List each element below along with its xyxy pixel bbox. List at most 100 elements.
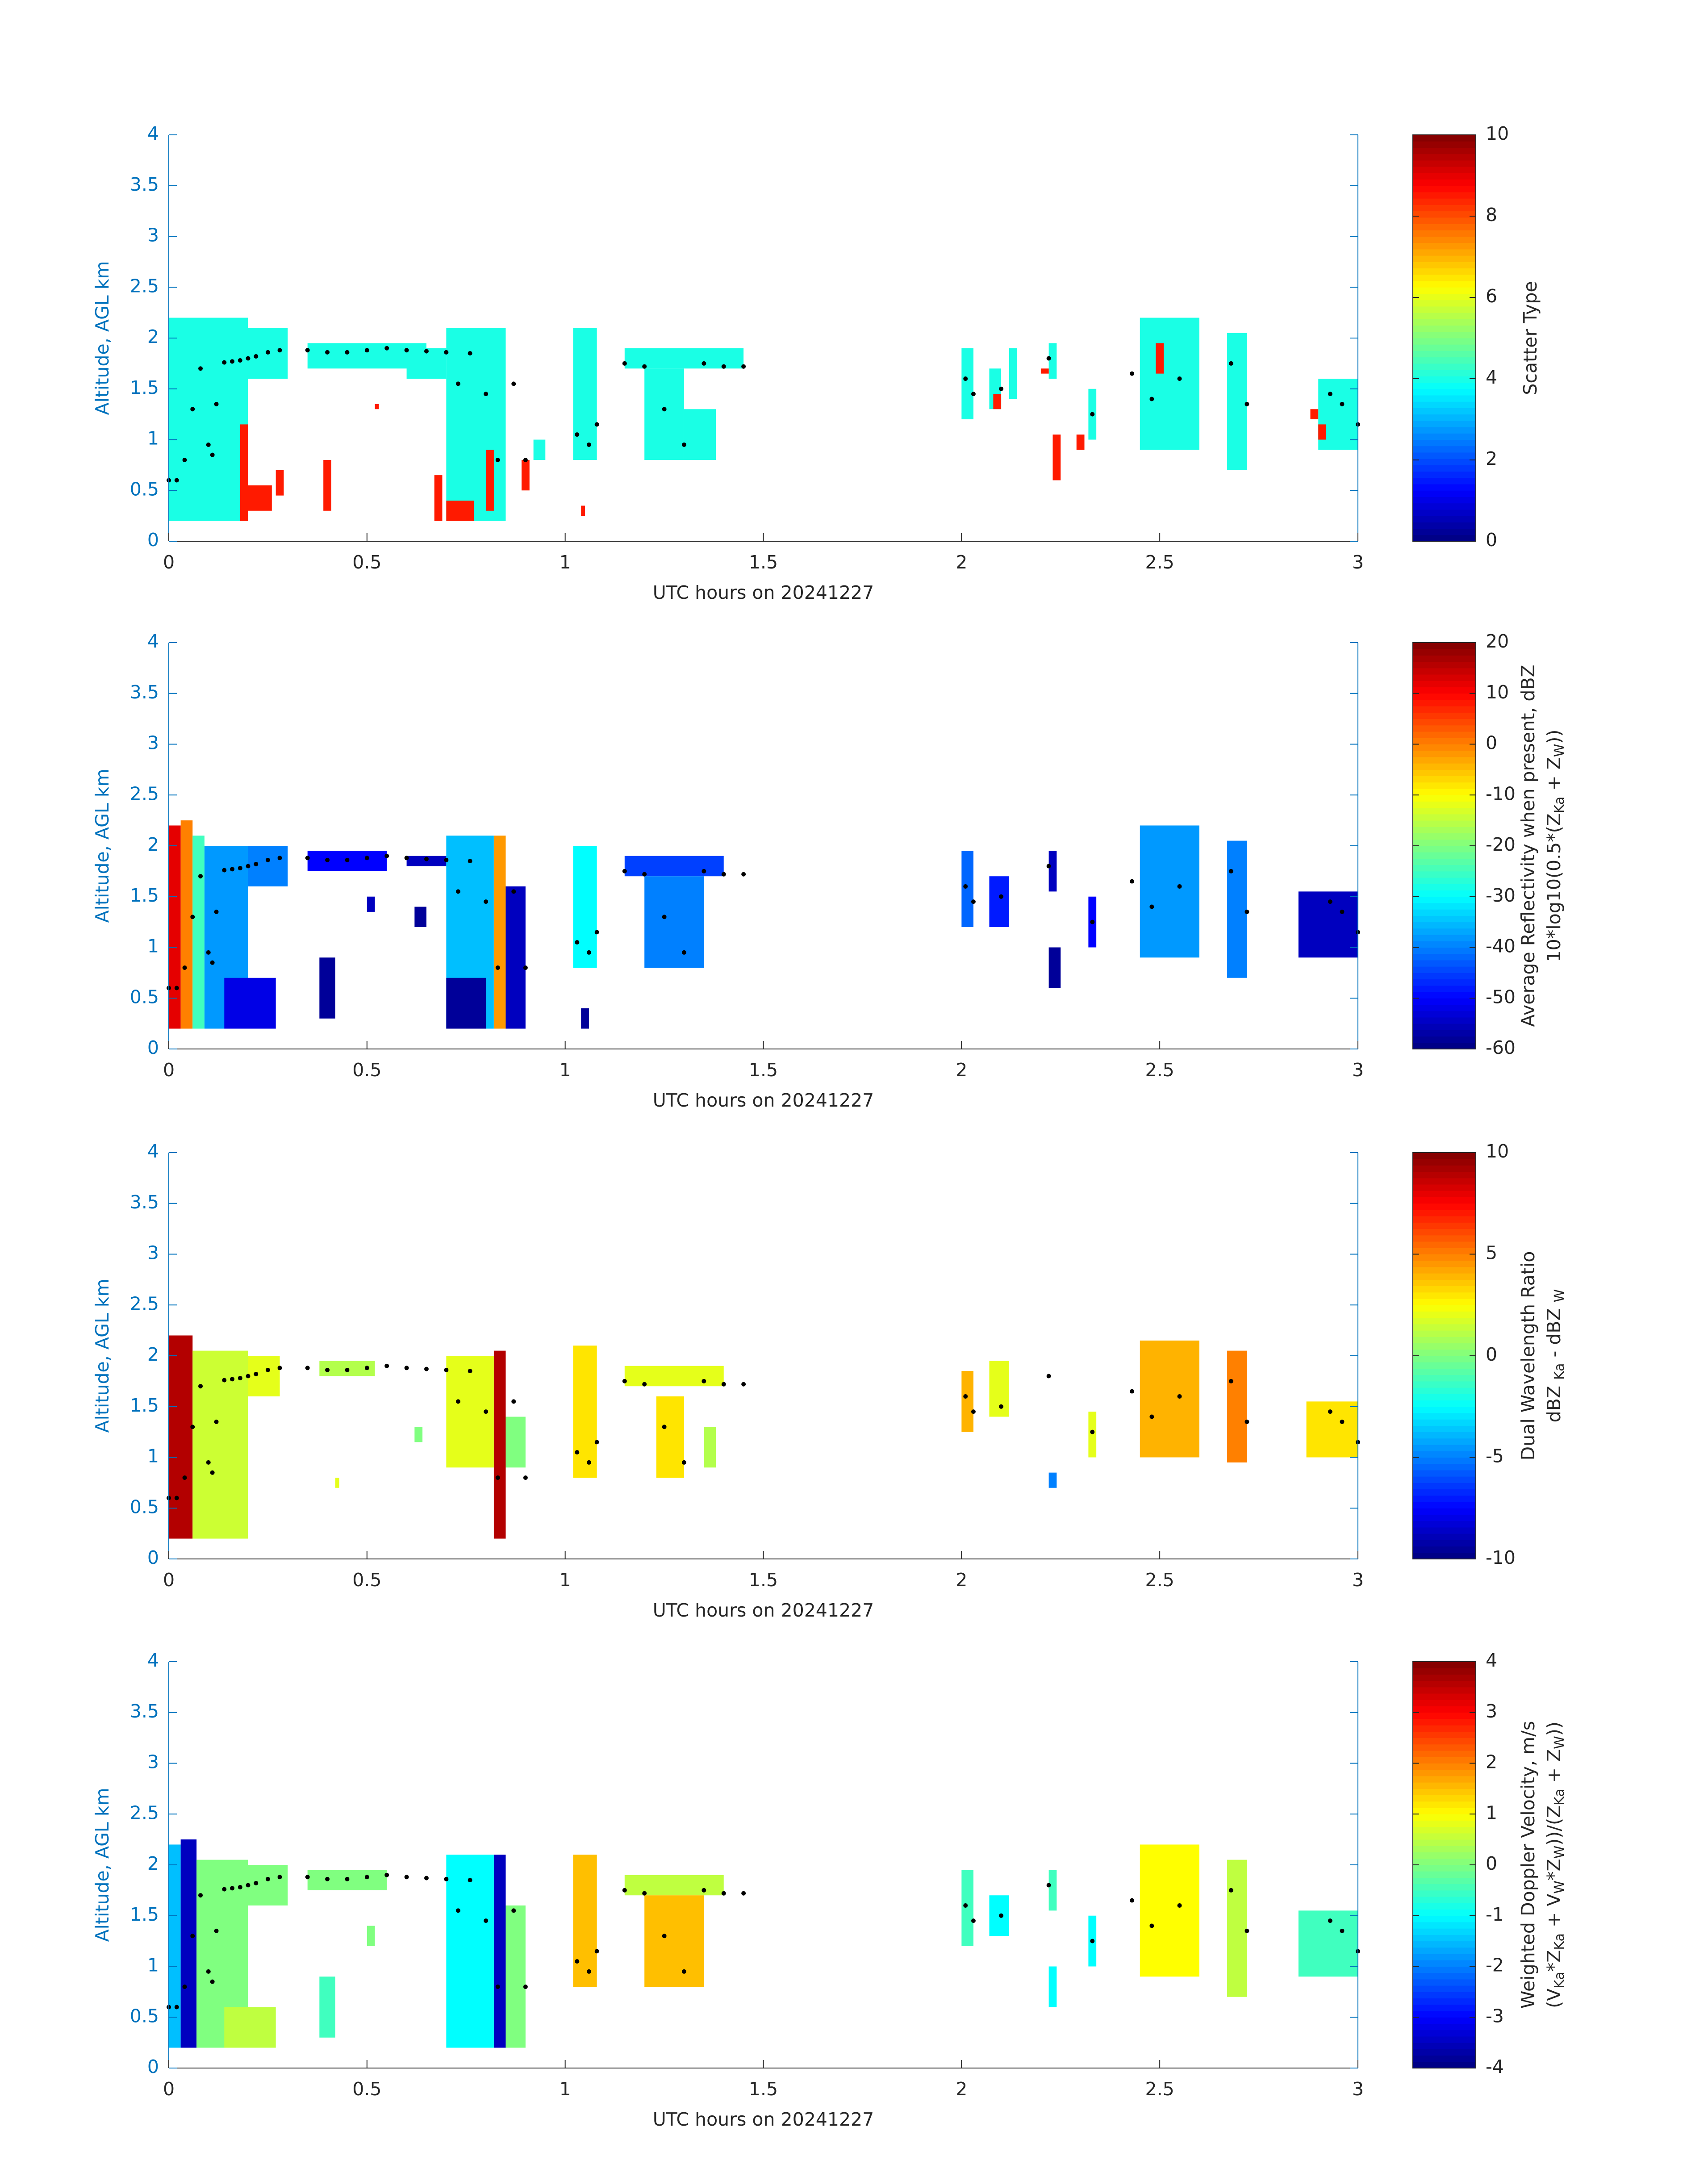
colorbar-swatch — [1413, 426, 1476, 434]
cloud-point — [1090, 919, 1095, 924]
colorbar-swatch — [1413, 1693, 1476, 1700]
y-axis-label: Altitude, AGL km — [92, 261, 113, 415]
cloud-point — [404, 1875, 409, 1880]
colorbar-swatch — [1413, 414, 1476, 421]
colorbar-swatch — [1413, 1667, 1476, 1675]
colorbar-swatch — [1413, 1991, 1476, 1999]
cloud-point — [622, 869, 627, 873]
colorbar-swatch — [1413, 1011, 1476, 1018]
colorbar-swatch — [1413, 1909, 1476, 1916]
cell — [624, 1875, 724, 1896]
colorbar-swatch — [1413, 1902, 1476, 1910]
cloud-point — [586, 950, 591, 955]
cloud-point — [971, 1918, 976, 1923]
cell — [1048, 1966, 1057, 2007]
cloud-point — [642, 1891, 647, 1896]
colorbar-swatch — [1413, 1343, 1476, 1350]
colorbar-swatch — [1413, 1776, 1476, 1783]
colorbar-swatch — [1413, 1184, 1476, 1191]
cloud-point — [325, 1876, 330, 1881]
cloud-point — [404, 348, 409, 353]
cell — [704, 1427, 716, 1468]
colorbar-label-sub: Ka — [1552, 1363, 1567, 1380]
colorbar-label-part: + V — [1543, 1894, 1565, 1933]
colorbar-swatch — [1413, 712, 1476, 719]
colorbar-swatch — [1413, 2023, 1476, 2031]
colorbar-label-part: - dBZ — [1543, 1302, 1565, 1363]
colorbar-swatch — [1413, 249, 1476, 256]
cloud-point — [721, 1891, 726, 1896]
colorbar-swatch — [1413, 674, 1476, 681]
colorbar-swatch — [1413, 1419, 1476, 1426]
cell — [248, 846, 288, 886]
cloud-point — [468, 1878, 472, 1883]
cloud-point — [182, 458, 187, 462]
cloud-point — [246, 1374, 251, 1379]
cloud-point — [254, 861, 259, 866]
cloud-point — [1090, 412, 1095, 417]
cloud-point — [455, 1399, 460, 1404]
cloud-point — [963, 884, 968, 889]
colorbar-swatch — [1413, 1279, 1476, 1287]
y-tick-label: 1 — [147, 428, 159, 449]
colorbar-swatch — [1413, 1463, 1476, 1471]
cloud-point — [622, 1379, 627, 1383]
cloud-point — [642, 1382, 647, 1387]
cell — [446, 978, 486, 1029]
cloud-point — [198, 874, 203, 879]
colorbar-swatch — [1413, 1826, 1476, 1834]
colorbar-swatch — [1413, 1393, 1476, 1401]
cell — [644, 1895, 704, 1987]
colorbar-swatch — [1413, 1813, 1476, 1821]
colorbar-swatch — [1413, 1674, 1476, 1681]
x-tick-label: 2.5 — [1145, 1059, 1174, 1081]
y-tick-label: 4 — [147, 1141, 159, 1162]
cloud-point — [971, 1409, 976, 1414]
colorbar-swatch — [1413, 515, 1476, 522]
colorbar-swatch — [1413, 839, 1476, 846]
colorbar-swatch — [1413, 1158, 1476, 1166]
colorbar-tick-label: 2 — [1486, 1751, 1497, 1773]
cell — [961, 1870, 973, 1946]
colorbar-swatch — [1413, 1839, 1476, 1846]
colorbar-swatch — [1413, 1412, 1476, 1420]
cloud-point — [586, 1969, 591, 1974]
colorbar-swatch — [1413, 1788, 1476, 1796]
colorbar-swatch — [1413, 1017, 1476, 1024]
cloud-point — [523, 1475, 528, 1480]
cell — [1227, 840, 1247, 978]
cloud-point — [702, 1888, 706, 1893]
colorbar-swatch — [1413, 185, 1476, 192]
cloud-point — [721, 364, 726, 369]
cloud-point — [206, 1460, 211, 1465]
cloud-point — [1090, 1939, 1095, 1943]
colorbar-swatch — [1413, 1387, 1476, 1394]
colorbar-swatch — [1413, 1877, 1476, 1885]
cell — [581, 1008, 589, 1029]
cloud-point — [305, 1366, 310, 1371]
cloud-point — [265, 350, 270, 355]
panel: 0 0.5 1 1.5 2 2.5 3 0 0.5 1 1.5 2 2.5 3 3.5 4 UTC hours … — [92, 1650, 1567, 2130]
colorbar-swatch — [1413, 1286, 1476, 1293]
colorbar-swatch — [1413, 2048, 1476, 2056]
colorbar-swatch — [1413, 1756, 1476, 1763]
cell — [573, 1345, 597, 1478]
colorbar-label-part: )) — [1543, 1722, 1565, 1736]
colorbar-swatch — [1413, 255, 1476, 262]
cloud-point — [523, 965, 528, 970]
cloud-point — [741, 1891, 746, 1896]
colorbar-swatch — [1413, 344, 1476, 351]
cloud-point — [586, 1460, 591, 1465]
colorbar-swatch — [1413, 1712, 1476, 1719]
cloud-point — [622, 361, 627, 366]
colorbar-swatch — [1413, 820, 1476, 827]
colorbar-label-sub: Ka — [1552, 1933, 1567, 1950]
colorbar-swatch — [1413, 801, 1476, 808]
cloud-point — [277, 1366, 282, 1371]
cloud-point — [681, 1969, 686, 1974]
colorbar-swatch — [1413, 719, 1476, 726]
cell — [1140, 825, 1199, 958]
cloud-point — [1046, 864, 1051, 869]
colorbar-label-sub: W — [1552, 1736, 1567, 1749]
y-tick-label: 0.5 — [130, 1496, 159, 1517]
